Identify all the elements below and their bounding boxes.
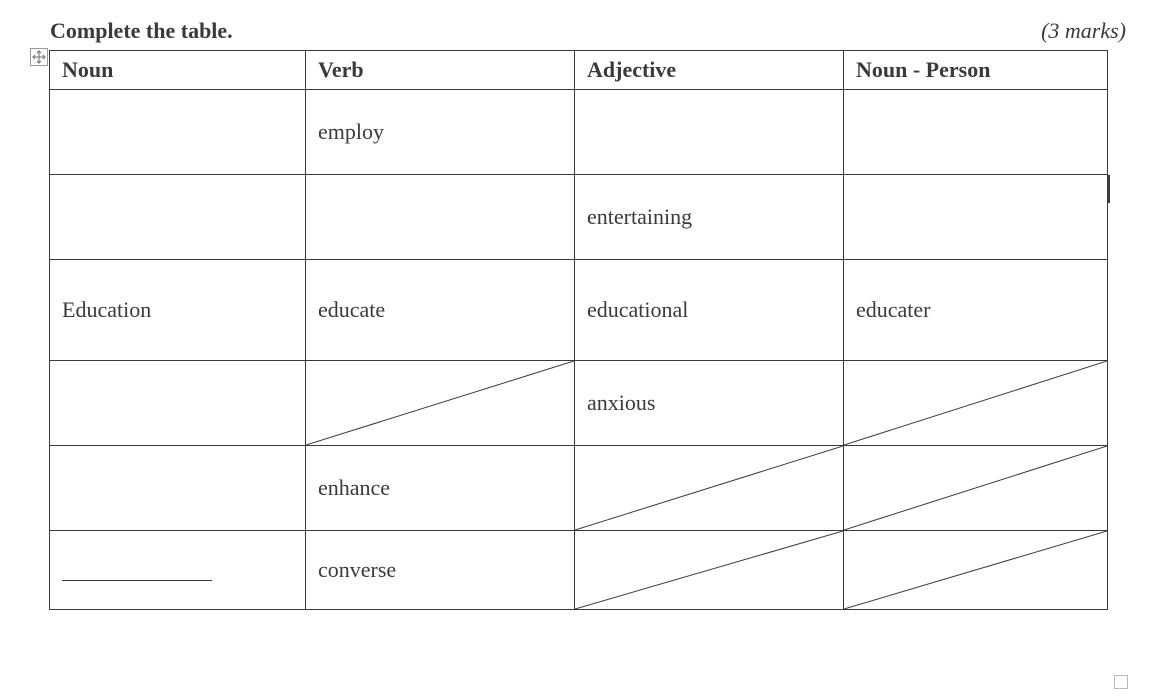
cell-text — [306, 213, 574, 221]
col-header-adjective: Adjective — [575, 51, 844, 90]
cell-text: entertaining — [575, 200, 843, 234]
col-header-noun-person: Noun - Person — [844, 51, 1108, 90]
cell-text — [50, 399, 305, 407]
table-cell — [306, 175, 575, 260]
table-wrapper: Noun Verb Adjective Noun - Person employ… — [30, 50, 1126, 610]
table-header-row: Noun Verb Adjective Noun - Person — [50, 51, 1108, 90]
table-cell — [844, 175, 1108, 260]
col-header-label: Adjective — [575, 53, 843, 87]
table-cell: enhance — [306, 446, 575, 531]
instruction-text: Complete the table. — [50, 18, 233, 44]
table-cell — [50, 90, 306, 175]
cell-text: educational — [575, 293, 843, 327]
table-cell — [844, 90, 1108, 175]
cell-text — [844, 213, 1107, 221]
fill-in-blank-line — [62, 562, 212, 581]
table-cell — [50, 446, 306, 531]
cell-text: employ — [306, 115, 574, 149]
text-cursor-icon — [1108, 175, 1110, 203]
marks-text: (3 marks) — [1041, 18, 1126, 44]
table-cell: anxious — [575, 361, 844, 446]
table-anchor-icon — [30, 48, 48, 66]
table-row: entertaining — [50, 175, 1108, 260]
table-cell: educater — [844, 260, 1108, 361]
table-cell — [50, 175, 306, 260]
table-cell — [844, 446, 1108, 531]
table-cell — [844, 361, 1108, 446]
cell-text: enhance — [306, 471, 574, 505]
table-row: converse — [50, 531, 1108, 610]
table-cell — [50, 531, 306, 610]
cell-text — [50, 128, 305, 136]
word-forms-table: Noun Verb Adjective Noun - Person employ… — [49, 50, 1108, 610]
col-header-noun: Noun — [50, 51, 306, 90]
table-row: Educationeducateeducationaleducater — [50, 260, 1108, 361]
cell-text — [50, 213, 305, 221]
page-root: Complete the table. (3 marks) — [0, 0, 1174, 697]
cell-text: educater — [844, 293, 1107, 327]
table-cell: converse — [306, 531, 575, 610]
table-cell: employ — [306, 90, 575, 175]
cell-text — [575, 128, 843, 136]
col-header-label: Noun - Person — [844, 53, 1107, 87]
cell-text: educate — [306, 293, 574, 327]
col-header-label: Verb — [306, 53, 574, 87]
table-cell: educational — [575, 260, 844, 361]
table-row: anxious — [50, 361, 1108, 446]
table-cell — [50, 361, 306, 446]
table-cell — [575, 90, 844, 175]
table-cell: Education — [50, 260, 306, 361]
cell-text: converse — [306, 553, 574, 587]
col-header-label: Noun — [50, 53, 305, 87]
header-row: Complete the table. (3 marks) — [30, 18, 1126, 44]
table-row: employ — [50, 90, 1108, 175]
table-body: employentertainingEducationeducateeducat… — [50, 90, 1108, 610]
col-header-verb: Verb — [306, 51, 575, 90]
table-cell: educate — [306, 260, 575, 361]
table-cell — [844, 531, 1108, 610]
cell-text: Education — [50, 293, 305, 327]
table-cell: entertaining — [575, 175, 844, 260]
cell-text — [50, 484, 305, 492]
table-cell — [575, 446, 844, 531]
paragraph-end-marker-icon — [1114, 675, 1128, 689]
cell-text — [844, 128, 1107, 136]
table-row: enhance — [50, 446, 1108, 531]
cell-text: anxious — [575, 386, 843, 420]
table-cell — [306, 361, 575, 446]
table-cell — [575, 531, 844, 610]
